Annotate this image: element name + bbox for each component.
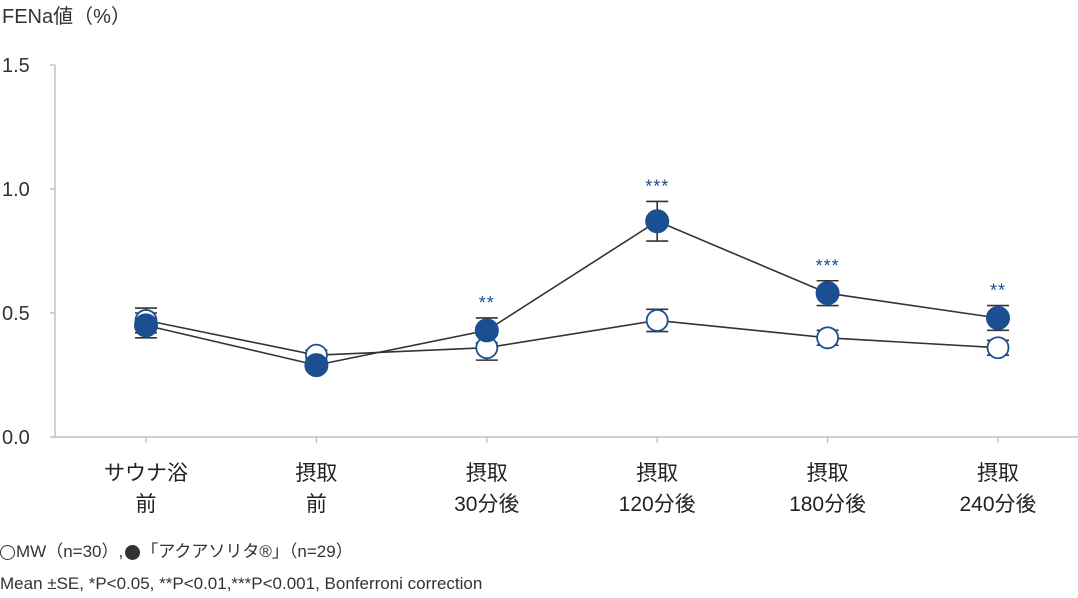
x-tick-label-line: 前 xyxy=(136,493,157,516)
x-tick-label: 摂取 180分後 xyxy=(789,462,866,516)
y-axis-title: FENa値（%） xyxy=(2,6,131,28)
legend-separator: , xyxy=(118,542,124,561)
x-tick-label-line: 30分後 xyxy=(454,493,519,516)
legend-marker-open-circle xyxy=(0,544,15,560)
data-point-filled-marker xyxy=(815,281,840,306)
x-tick-label: 摂取 30分後 xyxy=(454,462,519,516)
x-tick-label-line: 120分後 xyxy=(619,493,696,516)
data-point-filled-marker xyxy=(645,209,670,234)
legend: MW（n=30） , 「アクアソリタ®」（n=29） xyxy=(0,540,353,564)
y-tick-label: 1.0 xyxy=(2,179,30,201)
data-point-filled-marker xyxy=(134,313,158,338)
data-point-filled-marker xyxy=(986,305,1010,330)
x-tick-label-line: 240分後 xyxy=(959,493,1036,516)
significance-label: *** xyxy=(645,176,669,196)
x-tick-label-line: 摂取 xyxy=(295,462,337,485)
data-point-open-marker xyxy=(645,309,669,332)
x-tick-label: 摂取 120分後 xyxy=(619,462,696,516)
statistics-note: Mean ±SE, *P<0.05, **P<0.01,***P<0.001, … xyxy=(0,574,483,593)
x-tick-label-line: 摂取 xyxy=(977,462,1019,485)
x-tick-label-line: 摂取 xyxy=(807,462,849,485)
y-tick-label: 0.0 xyxy=(2,427,30,449)
x-tick-label: 摂取前 xyxy=(295,462,337,516)
x-tick-label-line: 摂取 xyxy=(466,462,508,485)
x-tick-label-line: サウナ浴 xyxy=(104,462,188,485)
x-tick-label: 摂取 240分後 xyxy=(959,462,1036,516)
data-point-open-marker xyxy=(816,326,839,350)
legend-label-aquasolita: 「アクアソリタ®」（n=29） xyxy=(141,542,353,561)
x-tick-label-line: 前 xyxy=(306,493,327,516)
x-tick-label: サウナ浴前 xyxy=(104,462,188,516)
x-tick-label-line: 摂取 xyxy=(636,462,678,485)
data-point-open-marker xyxy=(986,336,1010,360)
data-point-filled-marker xyxy=(304,353,329,378)
legend-label-mw: MW（n=30） xyxy=(16,542,119,561)
y-tick-label: 0.5 xyxy=(2,303,30,325)
data-point-filled-marker xyxy=(474,318,499,343)
series-filled-line xyxy=(145,220,999,366)
y-tick-label: 1.5 xyxy=(2,55,30,77)
significance-label: *** xyxy=(816,256,840,276)
significance-label: ** xyxy=(479,293,495,313)
series-open-line xyxy=(145,319,999,357)
x-tick-label-line: 180分後 xyxy=(789,493,866,516)
legend-marker-filled-circle xyxy=(125,544,141,560)
significance-label: ** xyxy=(990,281,1006,301)
